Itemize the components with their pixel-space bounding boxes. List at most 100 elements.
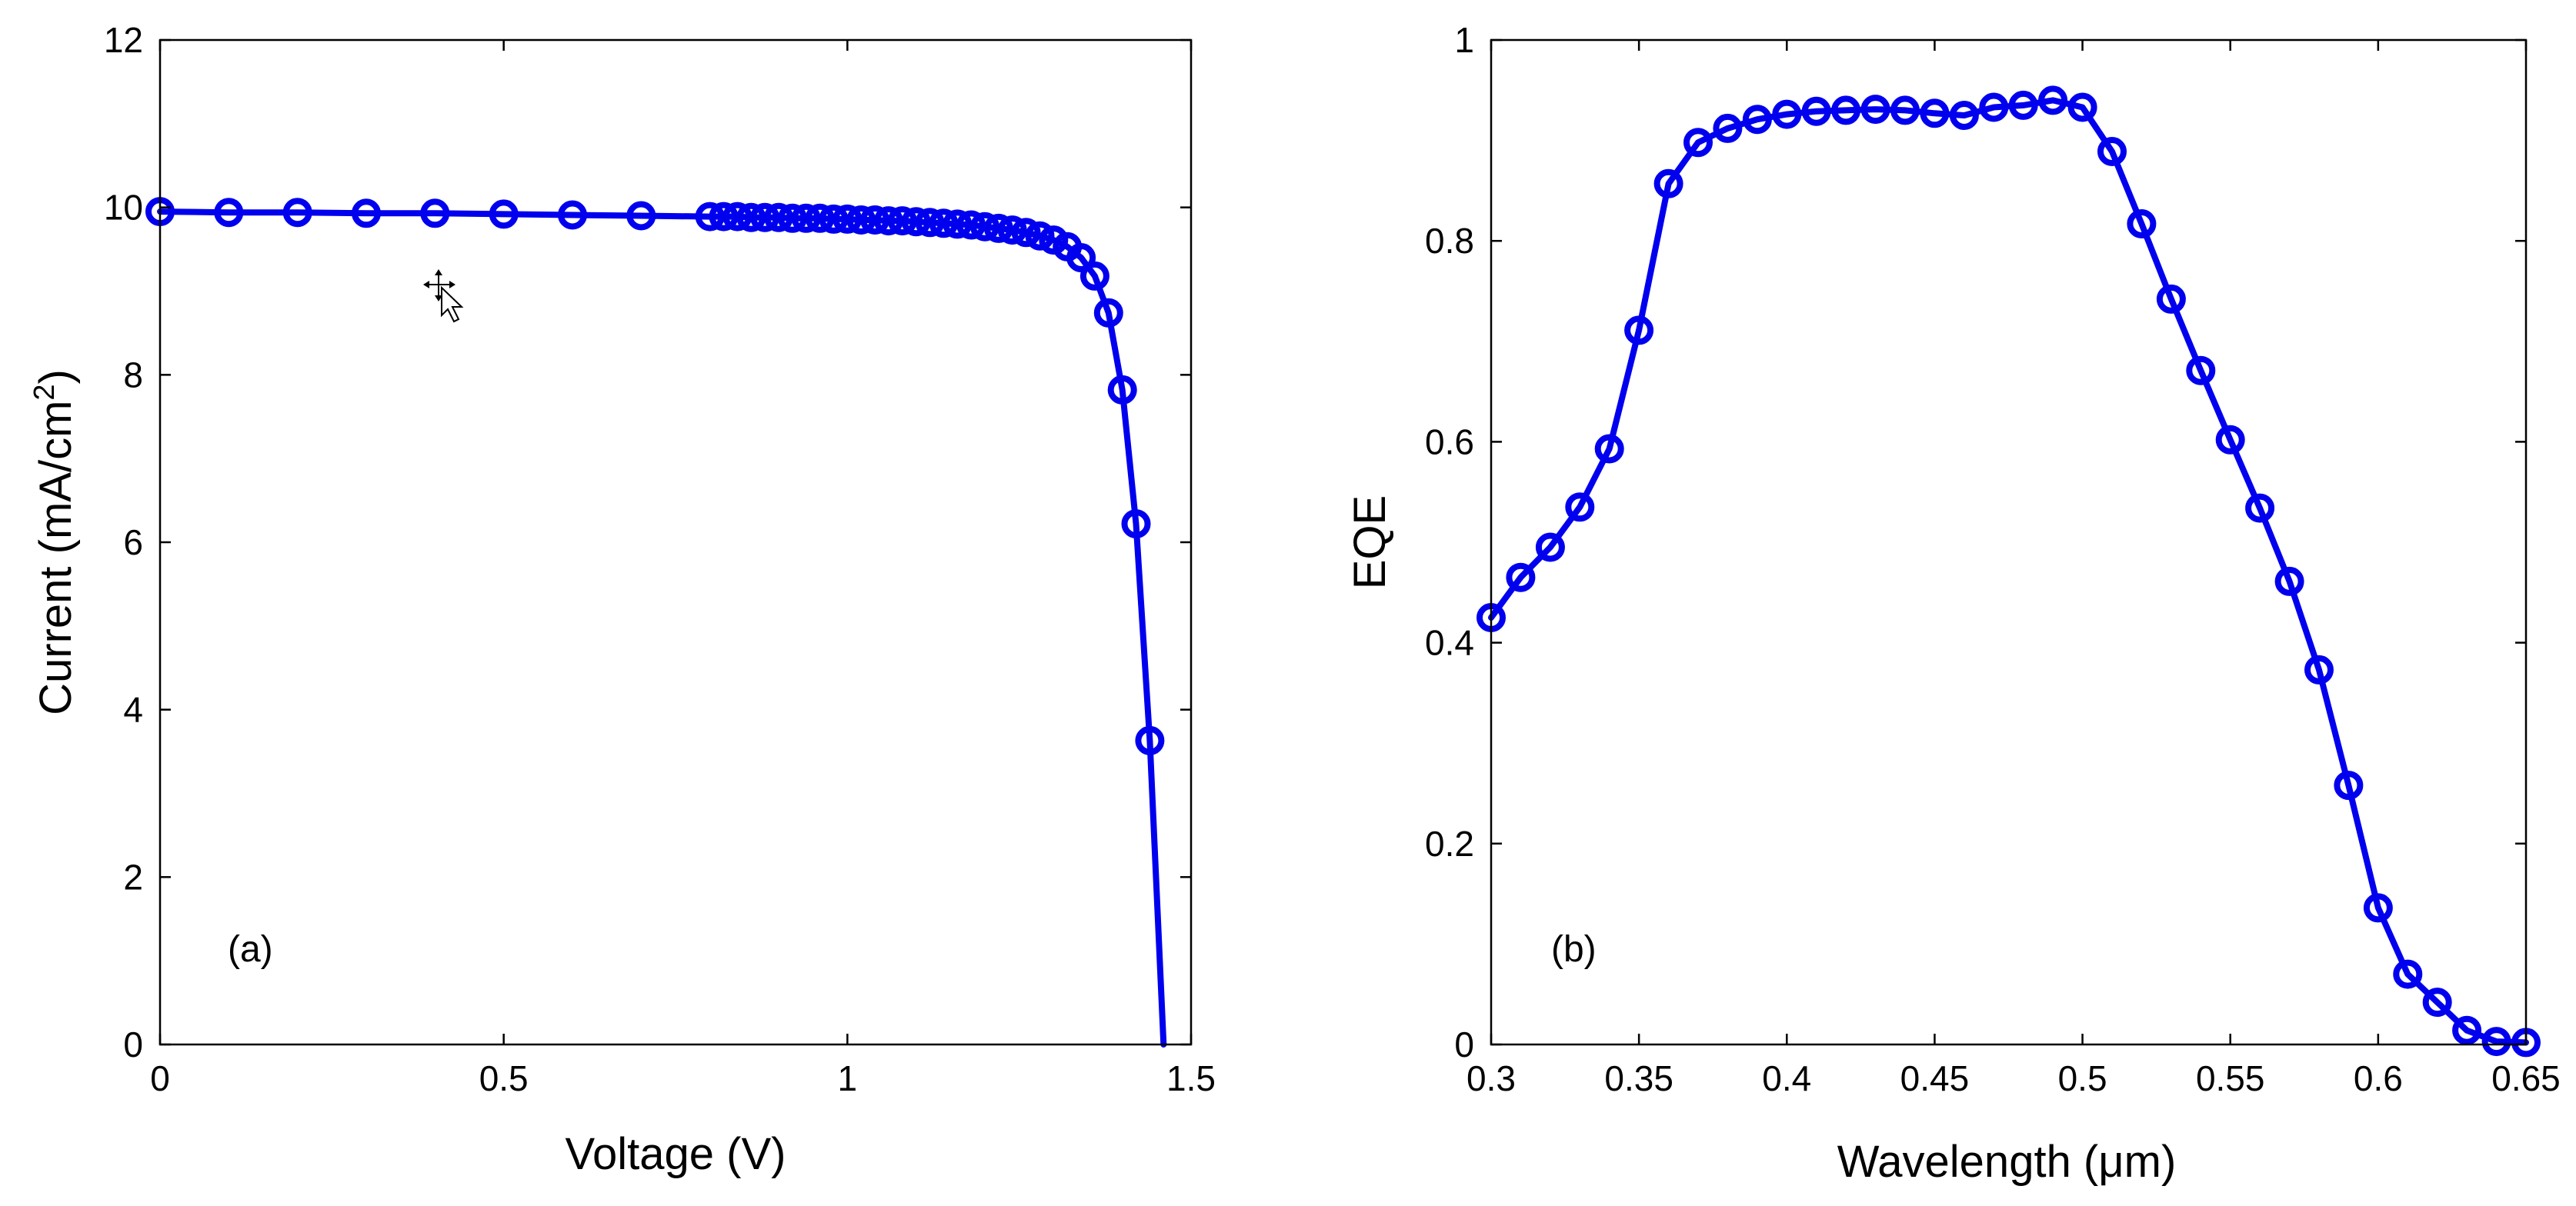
eqe-data-point <box>1979 92 2009 122</box>
iv-data-point <box>983 213 1013 243</box>
iv-data-point <box>997 215 1027 245</box>
eqe-data-point <box>2274 566 2304 596</box>
eqe-ytick-label: 0.4 <box>1425 623 1474 663</box>
iv-data-point <box>901 207 931 237</box>
eqe-data-point <box>1890 95 1920 125</box>
eqe-data-point <box>1535 532 1565 562</box>
eqe-data-point <box>2393 959 2423 989</box>
iv-data-point <box>750 202 780 232</box>
eqe-data-point <box>2097 137 2127 166</box>
iv-data-point <box>558 200 587 230</box>
iv-data-point <box>420 198 450 228</box>
iv-xtick-label: 0 <box>150 1058 170 1098</box>
eqe-data-point <box>2127 209 2157 238</box>
iv-xtick-label: 1.5 <box>1166 1058 1216 1098</box>
iv-axis-ticks: 0 0.5 1 1.5 0 2 4 6 8 10 12 <box>104 20 1216 1098</box>
eqe-data-point <box>1565 492 1595 522</box>
iv-data-point <box>860 205 890 235</box>
eqe-panel: 0.3 0.35 0.4 0.45 0.5 0.55 0.6 0.65 0 0.2 0.4 0.6 0.… <box>1345 20 2561 1187</box>
iv-data-point <box>791 203 821 233</box>
iv-curve-plot-area <box>145 197 1167 1048</box>
eqe-data-point <box>1801 96 1831 126</box>
eqe-x-axis-label: Wavelength (μm) <box>1837 1137 2177 1187</box>
iv-data-point <box>764 202 793 232</box>
panel-b-label: (b) <box>1551 929 1597 970</box>
iv-data-point <box>887 206 917 236</box>
eqe-ytick-label: 1 <box>1454 20 1474 60</box>
iv-ytick-label: 4 <box>123 690 143 730</box>
eqe-data-point <box>1860 95 1890 125</box>
iv-y-axis-label: Current (mA/cm2) <box>28 369 81 715</box>
eqe-xtick-label: 0.45 <box>1900 1058 1970 1098</box>
eqe-axes-frame <box>1490 38 2528 1046</box>
iv-series-line <box>157 208 1167 1048</box>
eqe-ytick-label: 0.6 <box>1425 421 1474 461</box>
iv-data-point <box>833 204 863 234</box>
eqe-data-point <box>1713 113 1743 143</box>
iv-data-point <box>1135 725 1165 755</box>
eqe-data-point <box>2215 425 2245 455</box>
iv-ytick-label: 6 <box>123 522 143 562</box>
eqe-data-point <box>1506 562 1536 592</box>
iv-data-point <box>929 208 959 238</box>
iv-data-point <box>352 198 381 228</box>
eqe-xtick-label: 0.3 <box>1467 1058 1516 1098</box>
iv-axes-frame <box>158 38 1193 1046</box>
eqe-data-point <box>2156 284 2186 314</box>
eqe-ytick-label: 0.8 <box>1425 221 1474 261</box>
eqe-axis-ticks: 0.3 0.35 0.4 0.45 0.5 0.55 0.6 0.65 0 0.2 0.4 0.6 0.… <box>1425 20 2561 1098</box>
iv-data-point <box>722 202 752 232</box>
eqe-xtick-label: 0.55 <box>2196 1058 2265 1098</box>
iv-ytick-label: 10 <box>104 188 143 228</box>
iv-xtick-label: 1 <box>838 1058 858 1098</box>
eqe-data-point <box>2304 655 2334 685</box>
eqe-data-point <box>2038 85 2068 115</box>
iv-data-point <box>489 199 519 229</box>
eqe-data-point <box>2481 1027 2511 1057</box>
iv-data-point <box>777 203 807 233</box>
eqe-ytick-label: 0 <box>1454 1024 1474 1064</box>
iv-data-point <box>805 203 835 233</box>
iv-data-point <box>214 198 244 228</box>
iv-y-axis-label-tail: ) <box>31 369 81 384</box>
iv-data-point <box>282 198 312 228</box>
iv-data-point <box>695 202 725 232</box>
iv-data-point <box>970 212 999 242</box>
iv-ytick-label: 0 <box>123 1024 143 1064</box>
iv-data-point <box>1011 218 1041 248</box>
iv-x-axis-label: Voltage (V) <box>566 1129 786 1179</box>
eqe-data-point <box>1772 99 1802 129</box>
iv-y-axis-label-sup: 2 <box>28 384 61 400</box>
iv-ytick-label: 2 <box>123 857 143 897</box>
iv-data-point <box>1066 243 1096 272</box>
eqe-data-point <box>1831 95 1861 125</box>
panel-a-label: (a) <box>228 929 273 970</box>
iv-ytick-label: 8 <box>123 355 143 395</box>
iv-curve-panel: 0 0.5 1 1.5 0 2 4 6 8 10 12 (a) Voltage (V) Curren… <box>28 20 1216 1179</box>
iv-data-point <box>1079 261 1109 291</box>
iv-xtick-label: 0.5 <box>479 1058 529 1098</box>
iv-data-point <box>736 202 766 232</box>
eqe-ytick-label: 0.2 <box>1425 824 1474 864</box>
eqe-data-point <box>2186 355 2216 385</box>
iv-data-point <box>943 209 973 239</box>
iv-data-point <box>1107 375 1137 405</box>
eqe-y-axis-label: EQE <box>1345 495 1395 590</box>
iv-data-point <box>846 205 876 235</box>
iv-y-axis-label-base: Current (mA/cm <box>31 401 81 715</box>
iv-data-point <box>915 208 945 238</box>
eqe-data-point <box>1742 105 1772 135</box>
iv-data-point <box>626 201 656 231</box>
eqe-data-point <box>1683 128 1713 158</box>
eqe-data-point <box>1653 168 1683 198</box>
eqe-data-point <box>2067 92 2097 122</box>
iv-data-point <box>956 210 986 240</box>
iv-data-point <box>873 206 903 236</box>
eqe-data-point <box>1624 315 1654 345</box>
eqe-series-line <box>1488 97 2529 1046</box>
eqe-data-point <box>2245 493 2275 523</box>
eqe-data-point <box>2008 90 2038 120</box>
iv-data-point <box>1025 221 1055 251</box>
eqe-data-point <box>1594 434 1624 464</box>
